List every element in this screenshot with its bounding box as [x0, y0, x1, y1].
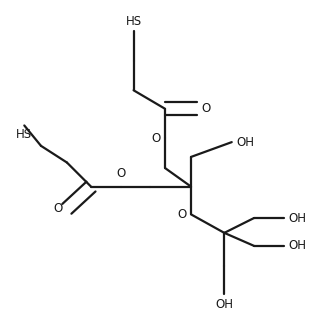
Text: OH: OH: [288, 239, 306, 252]
Text: OH: OH: [215, 298, 233, 311]
Text: O: O: [151, 132, 160, 145]
Text: OH: OH: [288, 212, 306, 225]
Text: HS: HS: [16, 128, 32, 141]
Text: O: O: [201, 102, 210, 115]
Text: HS: HS: [125, 15, 142, 28]
Text: OH: OH: [236, 136, 254, 149]
Text: O: O: [53, 202, 63, 215]
Text: O: O: [177, 208, 187, 221]
Text: O: O: [116, 167, 125, 180]
